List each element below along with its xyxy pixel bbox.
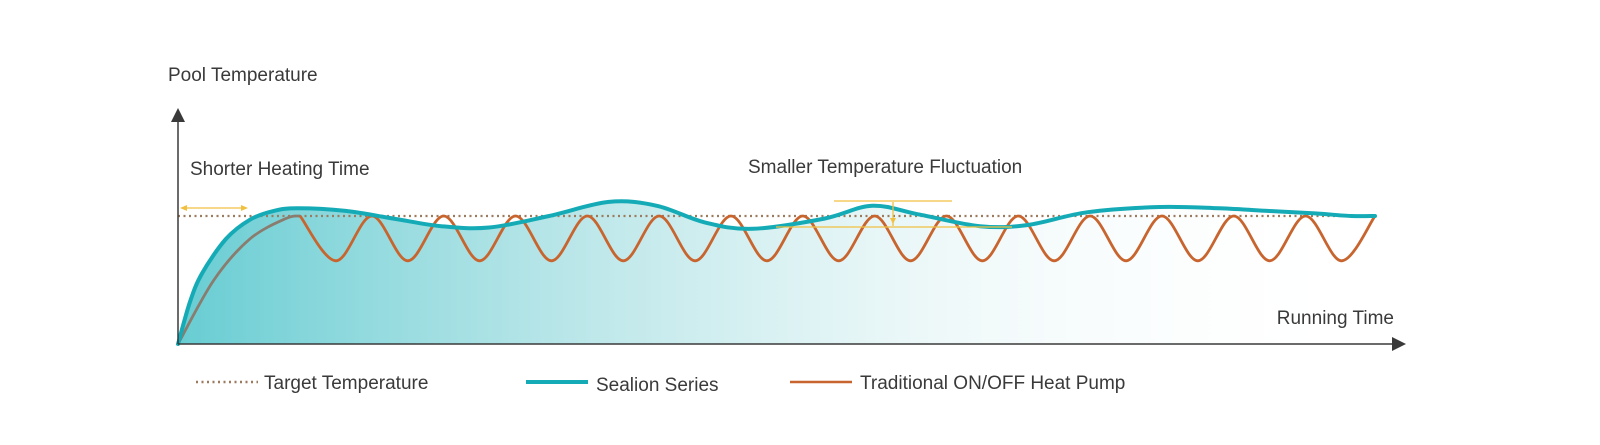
legend: Target Temperature Sealion Series Tradit… [196, 373, 1125, 396]
plot-area [176, 199, 1377, 346]
y-axis-label: Pool Temperature [168, 65, 318, 86]
legend-label-target: Target Temperature [264, 373, 428, 394]
x-axis-arrow [1392, 337, 1406, 351]
legend-label-sealion: Sealion Series [596, 375, 719, 396]
heating-time-marker [180, 205, 248, 211]
annotation-shorter-heating-time: Shorter Heating Time [190, 159, 370, 180]
series-traditional-line [298, 214, 1377, 263]
series-sealion-area [178, 201, 1375, 344]
series-traditional-rise [176, 214, 301, 345]
series-sealion-line [176, 199, 1377, 346]
legend-label-traditional: Traditional ON/OFF Heat Pump [860, 373, 1125, 394]
y-axis-arrow [171, 108, 185, 122]
x-axis-label: Running Time [1277, 308, 1394, 329]
fluctuation-marker [776, 200, 1012, 228]
annotation-smaller-fluctuation: Smaller Temperature Fluctuation [748, 157, 1022, 178]
